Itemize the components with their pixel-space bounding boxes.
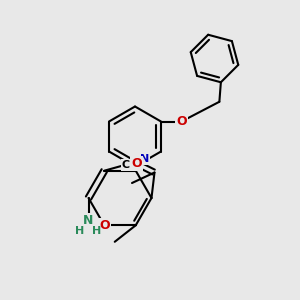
Text: O: O: [176, 115, 187, 128]
Text: O: O: [131, 157, 142, 170]
Text: C: C: [122, 160, 130, 170]
Text: N: N: [140, 154, 149, 164]
Text: N: N: [83, 214, 94, 227]
Text: O: O: [99, 219, 110, 232]
Text: H: H: [92, 226, 101, 236]
Text: H: H: [76, 226, 85, 236]
